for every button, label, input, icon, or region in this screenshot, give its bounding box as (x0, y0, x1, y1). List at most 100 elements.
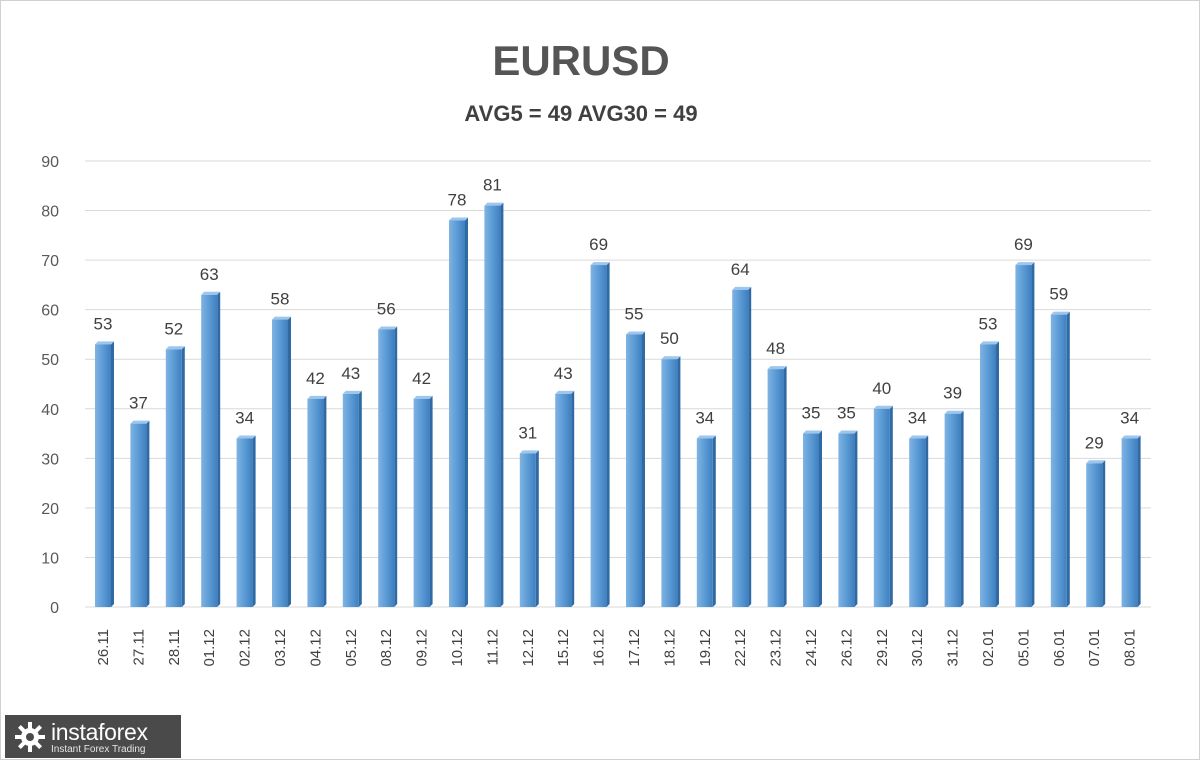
data-label: 63 (200, 265, 219, 284)
instaforex-logo: instaforex Instant Forex Trading (5, 715, 181, 758)
bar (449, 220, 465, 607)
bar (838, 433, 855, 607)
x-tick-label: 30.12 (909, 629, 926, 667)
bar-top (378, 326, 398, 330)
bar-side (111, 341, 114, 607)
x-tick-label: 19.12 (697, 629, 714, 667)
bar-top (767, 366, 787, 370)
x-tick-label: 06.01 (1051, 629, 1068, 667)
bar-top (944, 410, 964, 414)
data-label: 31 (518, 423, 537, 442)
bar (767, 369, 784, 607)
bar (909, 438, 926, 607)
bar (1050, 314, 1067, 607)
bar (696, 438, 713, 607)
x-tick-label: 08.12 (378, 629, 395, 667)
x-tick-label: 04.12 (307, 629, 324, 667)
x-tick-label: 01.12 (201, 629, 218, 667)
bar (661, 359, 678, 607)
bar (1086, 463, 1103, 607)
data-label: 56 (377, 299, 396, 318)
bar-side (500, 202, 504, 607)
y-tick-label: 90 (41, 154, 59, 171)
bar-top (1121, 435, 1141, 439)
x-tick-label: 10.12 (449, 629, 466, 667)
bar-top (95, 341, 114, 345)
bar-top (1050, 311, 1070, 315)
bar-top (130, 420, 150, 424)
bar (944, 413, 961, 607)
bar-side (748, 286, 752, 607)
chart-subtitle: AVG5 = 49 AVG30 = 49 (464, 101, 698, 126)
y-tick-label: 70 (41, 253, 59, 270)
bar-top (590, 262, 610, 266)
bar-side (996, 341, 999, 607)
y-tick-label: 30 (41, 451, 59, 468)
data-label: 34 (695, 409, 714, 428)
x-tick-label: 29.12 (874, 629, 891, 667)
bar-side (252, 435, 256, 607)
x-axis: 26.11 27.11 28.11 01.12 02.12 03.12 04.12 05.12… (95, 629, 1139, 667)
x-tick-label: 05.12 (343, 629, 360, 667)
data-label: 52 (164, 319, 183, 338)
bar-side (889, 405, 893, 607)
data-label: 34 (235, 409, 254, 428)
x-tick-label: 03.12 (272, 629, 289, 667)
bar-top (626, 331, 645, 335)
bar-top (272, 316, 291, 320)
bar-side (535, 450, 539, 607)
bar-top (342, 390, 362, 394)
data-label: 81 (483, 176, 502, 195)
logo-tagline: Instant Forex Trading (51, 744, 146, 755)
bar-side (677, 356, 681, 607)
gear-icon (15, 722, 45, 752)
data-label: 50 (660, 329, 679, 348)
y-tick-label: 60 (41, 303, 59, 320)
y-tick-label: 40 (41, 402, 59, 419)
bar (165, 349, 182, 607)
bar-side (394, 326, 398, 607)
bar-side (429, 395, 433, 607)
bar-side (1031, 262, 1035, 607)
bar-top (696, 435, 716, 439)
x-tick-label: 07.01 (1086, 629, 1103, 667)
x-tick-label: 26.11 (95, 629, 112, 665)
bar-side (571, 390, 575, 607)
data-label: 55 (625, 304, 644, 323)
bar-side (925, 435, 929, 607)
bar-top (1086, 460, 1106, 464)
bar-side (854, 430, 858, 607)
y-tick-label: 20 (41, 501, 59, 518)
bar (130, 423, 147, 607)
data-label: 58 (271, 290, 290, 309)
bar (590, 265, 607, 607)
bar-side (606, 262, 610, 607)
data-label: 78 (448, 190, 467, 209)
bar-top (165, 346, 185, 350)
chart-title: EURUSD (492, 37, 670, 84)
data-label: 40 (872, 379, 891, 398)
y-tick-label: 80 (41, 204, 59, 221)
bar (626, 334, 642, 607)
bar-side (358, 390, 362, 607)
bar-top (980, 341, 999, 345)
bar (803, 433, 819, 607)
bar-top (732, 286, 752, 290)
data-label: 53 (979, 314, 998, 333)
x-tick-label: 26.12 (838, 629, 855, 667)
bar-side (288, 316, 291, 607)
x-tick-label: 24.12 (803, 629, 820, 667)
bar-top (449, 217, 468, 221)
x-tick-label: 02.12 (237, 629, 254, 667)
x-tick-label: 09.12 (414, 629, 431, 667)
bar-top (307, 395, 327, 399)
x-tick-label: 22.12 (732, 629, 749, 667)
bar (1121, 438, 1138, 607)
y-tick-label: 10 (41, 550, 59, 567)
y-tick-label: 0 (50, 600, 59, 617)
bar-top (201, 291, 221, 295)
x-tick-label: 16.12 (591, 629, 608, 667)
bar-top (519, 450, 539, 454)
data-label: 64 (731, 260, 750, 279)
bar-side (712, 435, 716, 607)
